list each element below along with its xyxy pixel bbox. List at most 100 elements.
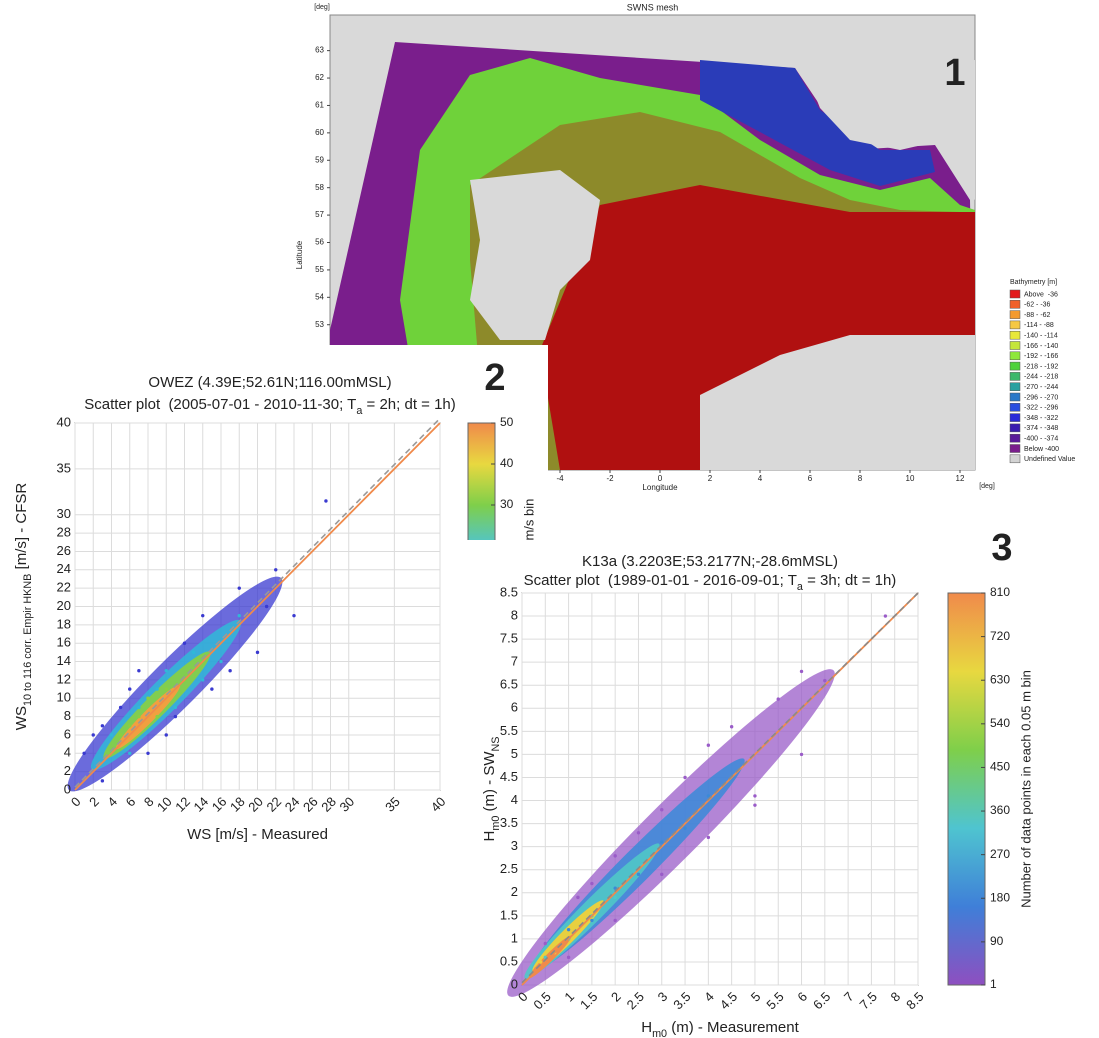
scatter-point — [683, 775, 687, 780]
y-axis-label-part: WS — [13, 706, 30, 730]
y-tick-label: 58 — [315, 183, 324, 192]
y-tick-label: 10 — [57, 690, 71, 705]
scatter-point — [613, 918, 617, 923]
y-axis-label-part: (m) - SW — [481, 751, 498, 816]
y-tick-label: 7.5 — [500, 631, 518, 646]
scatter-point — [753, 803, 757, 807]
chart-title: OWEZ (4.39E;52.61N;116.00mMSL) — [148, 374, 391, 391]
scatter-point — [660, 872, 664, 877]
scatter-point — [706, 835, 711, 840]
scatter-point — [100, 724, 105, 728]
scatter-point — [883, 614, 888, 618]
legend-entry: -140 - -114 — [1024, 333, 1058, 340]
scatter-point — [274, 568, 278, 572]
x-axis-label: Longitude — [642, 483, 678, 492]
scatter-point — [753, 794, 757, 798]
scatter-point — [566, 955, 571, 960]
x-axis-label: WS [m/s] - Measured — [187, 826, 328, 843]
legend-swatch — [1009, 361, 1021, 371]
y-axis-label-part: NS — [490, 737, 502, 752]
scatter-point — [210, 687, 214, 691]
legend-swatch — [1009, 310, 1021, 319]
scatter-point — [613, 854, 617, 858]
plot-marks: 0 0.5 1 1.5 2 2.5 3 3.5 4 4.5 5 5.5 6 6.5 7 7.5 8 8.500.5… — [481, 527, 1033, 1038]
colorbar-tick-label: 30 — [500, 497, 514, 511]
map-title: SWNS mesh — [627, 2, 679, 12]
y-tick-label: 0 — [511, 976, 518, 991]
colorbar-tick-label: 90 — [990, 934, 1004, 948]
y-tick-label: 6 — [511, 700, 518, 715]
y-tick-label: 2 — [511, 884, 518, 899]
chart-subtitle-part: Scatter plot (2005-07-01 - 2010-11-30; T — [84, 396, 356, 413]
scatter-point — [706, 794, 711, 798]
y-tick-label: 26 — [57, 543, 71, 558]
chart-subtitle-part: a — [797, 581, 803, 593]
y-tick-label: 2.5 — [500, 861, 518, 876]
y-unit: [deg] — [314, 4, 330, 11]
legend-swatch — [1009, 444, 1021, 453]
colorbar-label: 2 m/s bin — [521, 499, 536, 552]
y-tick-label: 56 — [315, 238, 324, 247]
legend-entry: -322 - -296 — [1024, 405, 1058, 412]
y-axis-label-part: [m/s] - CFSR — [13, 483, 30, 574]
scatter-point — [799, 669, 804, 674]
legend-swatch — [1009, 433, 1021, 443]
scatter-point — [128, 724, 132, 728]
scatter-panel: 0 0.5 1 1.5 2 2.5 3 3.5 4 4.5 5 5.5 6 6.5 7 7.5 8 8.500.5… — [465, 527, 1099, 1038]
colorbar-label: Number of data points in each 0.05 m bin — [1018, 670, 1033, 908]
y-tick-label: 5 — [511, 746, 518, 761]
colorbar-tick-label: 450 — [990, 760, 1010, 774]
legend-swatch — [1009, 351, 1021, 361]
scatter-point — [264, 604, 269, 609]
legend-title: Bathymetry [m] — [1010, 279, 1057, 286]
scatter-point — [191, 650, 196, 655]
legend-entry: -374 - -348 — [1024, 425, 1058, 432]
y-tick-label: 0.5 — [500, 953, 518, 968]
legend-entry: -270 - -244 — [1024, 384, 1058, 391]
legend-swatch — [1009, 289, 1021, 299]
scatter-point — [613, 886, 617, 890]
y-tick-label: 28 — [57, 525, 71, 540]
chart-title-part: OWEZ (4.39E;52.61N;116.00mMSL) — [148, 374, 391, 391]
chart-title-part: K13a (3.2203E;53.2177N;-28.6mMSL) — [582, 553, 838, 570]
fit-line — [74, 422, 441, 791]
scatter-point — [173, 714, 178, 719]
scatter-point — [137, 714, 141, 719]
y-tick-label: 4 — [64, 745, 71, 760]
y-axis-label: Hm0 (m) - SWNS — [481, 737, 502, 842]
scatter-point — [137, 705, 141, 710]
legend-entry: -244 - -218 — [1024, 374, 1058, 381]
y-tick-label: 60 — [315, 128, 324, 137]
legend-entry: Above -36 — [1024, 291, 1058, 298]
y-axis-label-part: H — [481, 831, 498, 842]
x-tick-label: 4 — [758, 474, 763, 483]
y-tick-label: 63 — [315, 46, 324, 55]
x-tick-label: 6 — [808, 474, 813, 483]
scatter-point — [636, 872, 641, 877]
scatter-point — [182, 641, 187, 645]
y-tick-label: 62 — [315, 73, 324, 82]
legend-entry: -348 - -322 — [1024, 415, 1058, 422]
x-tick-label: 0 — [658, 474, 663, 483]
y-tick-label: 1 — [511, 930, 518, 945]
y-tick-label: 20 — [57, 598, 71, 613]
legend-entry: -192 - -166 — [1024, 353, 1058, 360]
scatter-point — [137, 669, 141, 673]
y-tick-label: 55 — [315, 265, 324, 274]
legend-swatch — [1009, 372, 1021, 381]
legend-swatch — [1009, 392, 1021, 402]
y-tick-label: 18 — [57, 616, 71, 631]
legend-entry: -88 - -62 — [1024, 312, 1051, 319]
scatter-point — [237, 586, 241, 590]
y-axis-label: WS10 to 116 corr. Empir HKNB [m/s] - CFS… — [13, 483, 34, 731]
legend-swatch — [1009, 341, 1021, 350]
y-tick-label: 59 — [315, 155, 324, 164]
colorbar-tick-label: 40 — [500, 456, 514, 470]
y-tick-label: 3 — [511, 838, 518, 853]
y-tick-label: 6.5 — [500, 677, 518, 692]
scatter-point — [799, 752, 804, 757]
y-tick-label: 24 — [57, 561, 71, 576]
x-tick-label: 10 — [906, 474, 915, 483]
colorbar-tick-label: 540 — [990, 716, 1010, 730]
